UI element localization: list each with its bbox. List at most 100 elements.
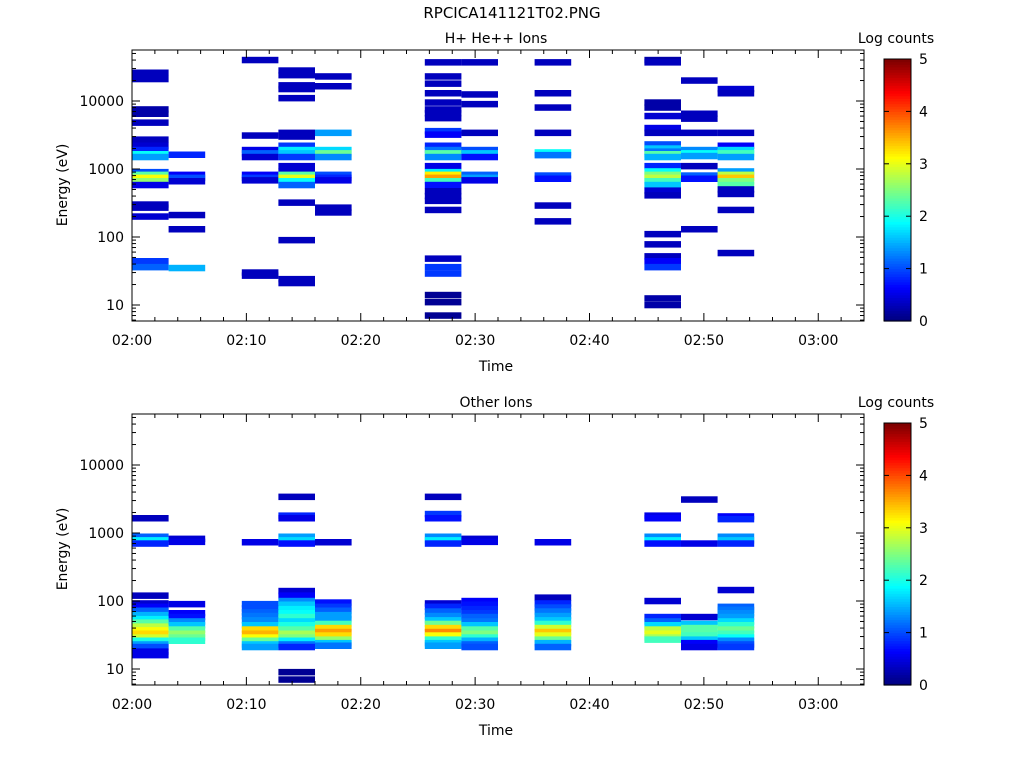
colorbar-segment — [884, 645, 911, 649]
y-axis-label: Energy (eV) — [55, 508, 71, 591]
spectrogram-cell — [132, 627, 169, 634]
y-axis-label: Energy (eV) — [55, 144, 71, 227]
spectrogram-cell — [168, 178, 206, 185]
colorbar-segment — [884, 98, 911, 102]
spectrogram-cell — [534, 604, 572, 611]
colorbar-segment — [884, 561, 911, 566]
colorbar-segment — [884, 475, 911, 479]
spectrogram-cell — [717, 146, 755, 154]
colorbar-segment — [884, 595, 911, 600]
spectrogram-cell — [424, 624, 462, 632]
colorbar-segment — [884, 61, 911, 65]
colorbar-segment — [884, 629, 911, 634]
colorbar-tick-label: 4 — [919, 468, 928, 484]
spectrogram-cell — [132, 204, 169, 211]
colorbar-segment — [884, 632, 911, 636]
spectrogram-cell — [644, 124, 681, 132]
spectrogram-cell — [424, 131, 462, 138]
spectrogram-cell — [424, 142, 462, 149]
spectrogram-cell — [132, 637, 169, 644]
colorbar-segment — [884, 187, 911, 191]
spectrogram-cell — [315, 624, 352, 632]
spectrogram-cell — [278, 676, 315, 683]
spectrogram-cell — [315, 209, 352, 216]
x-tick-label: 03:00 — [798, 333, 838, 349]
spectrogram-cell — [278, 630, 315, 637]
spectrogram-cell — [424, 178, 462, 185]
spectrogram-cell — [168, 610, 206, 617]
colorbar-segment — [884, 155, 911, 160]
spectrogram-cell — [241, 153, 279, 161]
spectrogram-cell — [424, 150, 462, 157]
colorbar-segment — [884, 195, 911, 199]
colorbar-segment — [884, 519, 911, 524]
colorbar-segment — [884, 210, 911, 215]
colorbar-label: Log counts — [858, 31, 934, 47]
colorbar-segment — [884, 682, 911, 686]
spectrogram-cell — [315, 603, 352, 611]
colorbar-frame — [883, 422, 912, 686]
colorbar-segment — [884, 567, 911, 571]
spectrogram-cell — [644, 622, 681, 629]
colorbar-segment — [884, 650, 911, 655]
spectrogram-cell — [168, 622, 206, 629]
spectrogram-cell — [644, 258, 681, 265]
colorbar-segment — [884, 506, 911, 511]
spectrogram-cell — [461, 177, 498, 184]
spectrogram-cell — [278, 279, 315, 287]
spectrogram-cell — [168, 264, 206, 272]
colorbar-segment — [884, 95, 911, 99]
spectrogram-cell — [278, 618, 315, 625]
x-tick-label: 02:50 — [684, 333, 724, 349]
colorbar-segment — [884, 530, 911, 534]
colorbar-segment — [884, 66, 911, 71]
colorbar-segment — [884, 674, 911, 678]
spectrogram-cell — [717, 249, 755, 257]
colorbar-segment — [884, 176, 911, 181]
spectrogram-cell — [132, 592, 169, 599]
spectrogram-cell — [315, 632, 352, 639]
spectrogram-cell — [241, 132, 279, 139]
spectrogram-cell — [717, 610, 755, 617]
colorbar-segment — [884, 268, 911, 272]
colorbar-segment — [884, 488, 911, 492]
colorbar-tick-label: 5 — [919, 416, 928, 432]
spectrogram-cell — [424, 206, 462, 214]
colorbar-segment — [884, 237, 911, 241]
spectrogram-cell — [315, 83, 352, 90]
colorbar-segment — [884, 582, 911, 587]
colorbar-segment — [884, 148, 911, 152]
spectrogram-cell — [424, 600, 462, 607]
colorbar-segment — [884, 603, 911, 607]
colorbar-segment — [884, 271, 911, 275]
colorbar-segment — [884, 619, 911, 623]
y-tick-label: 10 — [106, 298, 124, 314]
colorbar-segment — [884, 457, 911, 461]
spectrogram-cell — [241, 600, 279, 608]
spectrogram-cell — [278, 153, 315, 161]
spectrogram-cell — [424, 192, 462, 200]
spectrogram-cell — [132, 146, 169, 154]
spectrogram-cell — [132, 153, 169, 161]
spectrogram-cell — [681, 620, 718, 628]
spectrogram-cell — [424, 620, 462, 628]
colorbar-segment — [884, 640, 911, 644]
colorbar-segment — [884, 441, 911, 445]
spectrogram-cell — [278, 605, 315, 613]
spectrogram-cell — [681, 162, 718, 170]
spectrogram-cell — [461, 605, 498, 613]
spectrogram-cell — [717, 186, 755, 193]
spectrogram-cell — [278, 613, 315, 621]
colorbar-tick-label: 2 — [919, 573, 928, 589]
spectrogram-cell — [424, 188, 462, 195]
colorbar-segment — [884, 540, 911, 545]
spectrogram-cell — [681, 77, 718, 84]
spectrogram-cell — [278, 146, 315, 154]
spectrogram-cell — [681, 129, 718, 137]
spectrogram-cell — [315, 615, 352, 623]
spectrogram-cell — [278, 668, 315, 676]
colorbar-segment — [884, 247, 911, 251]
colorbar-segment — [884, 318, 911, 322]
